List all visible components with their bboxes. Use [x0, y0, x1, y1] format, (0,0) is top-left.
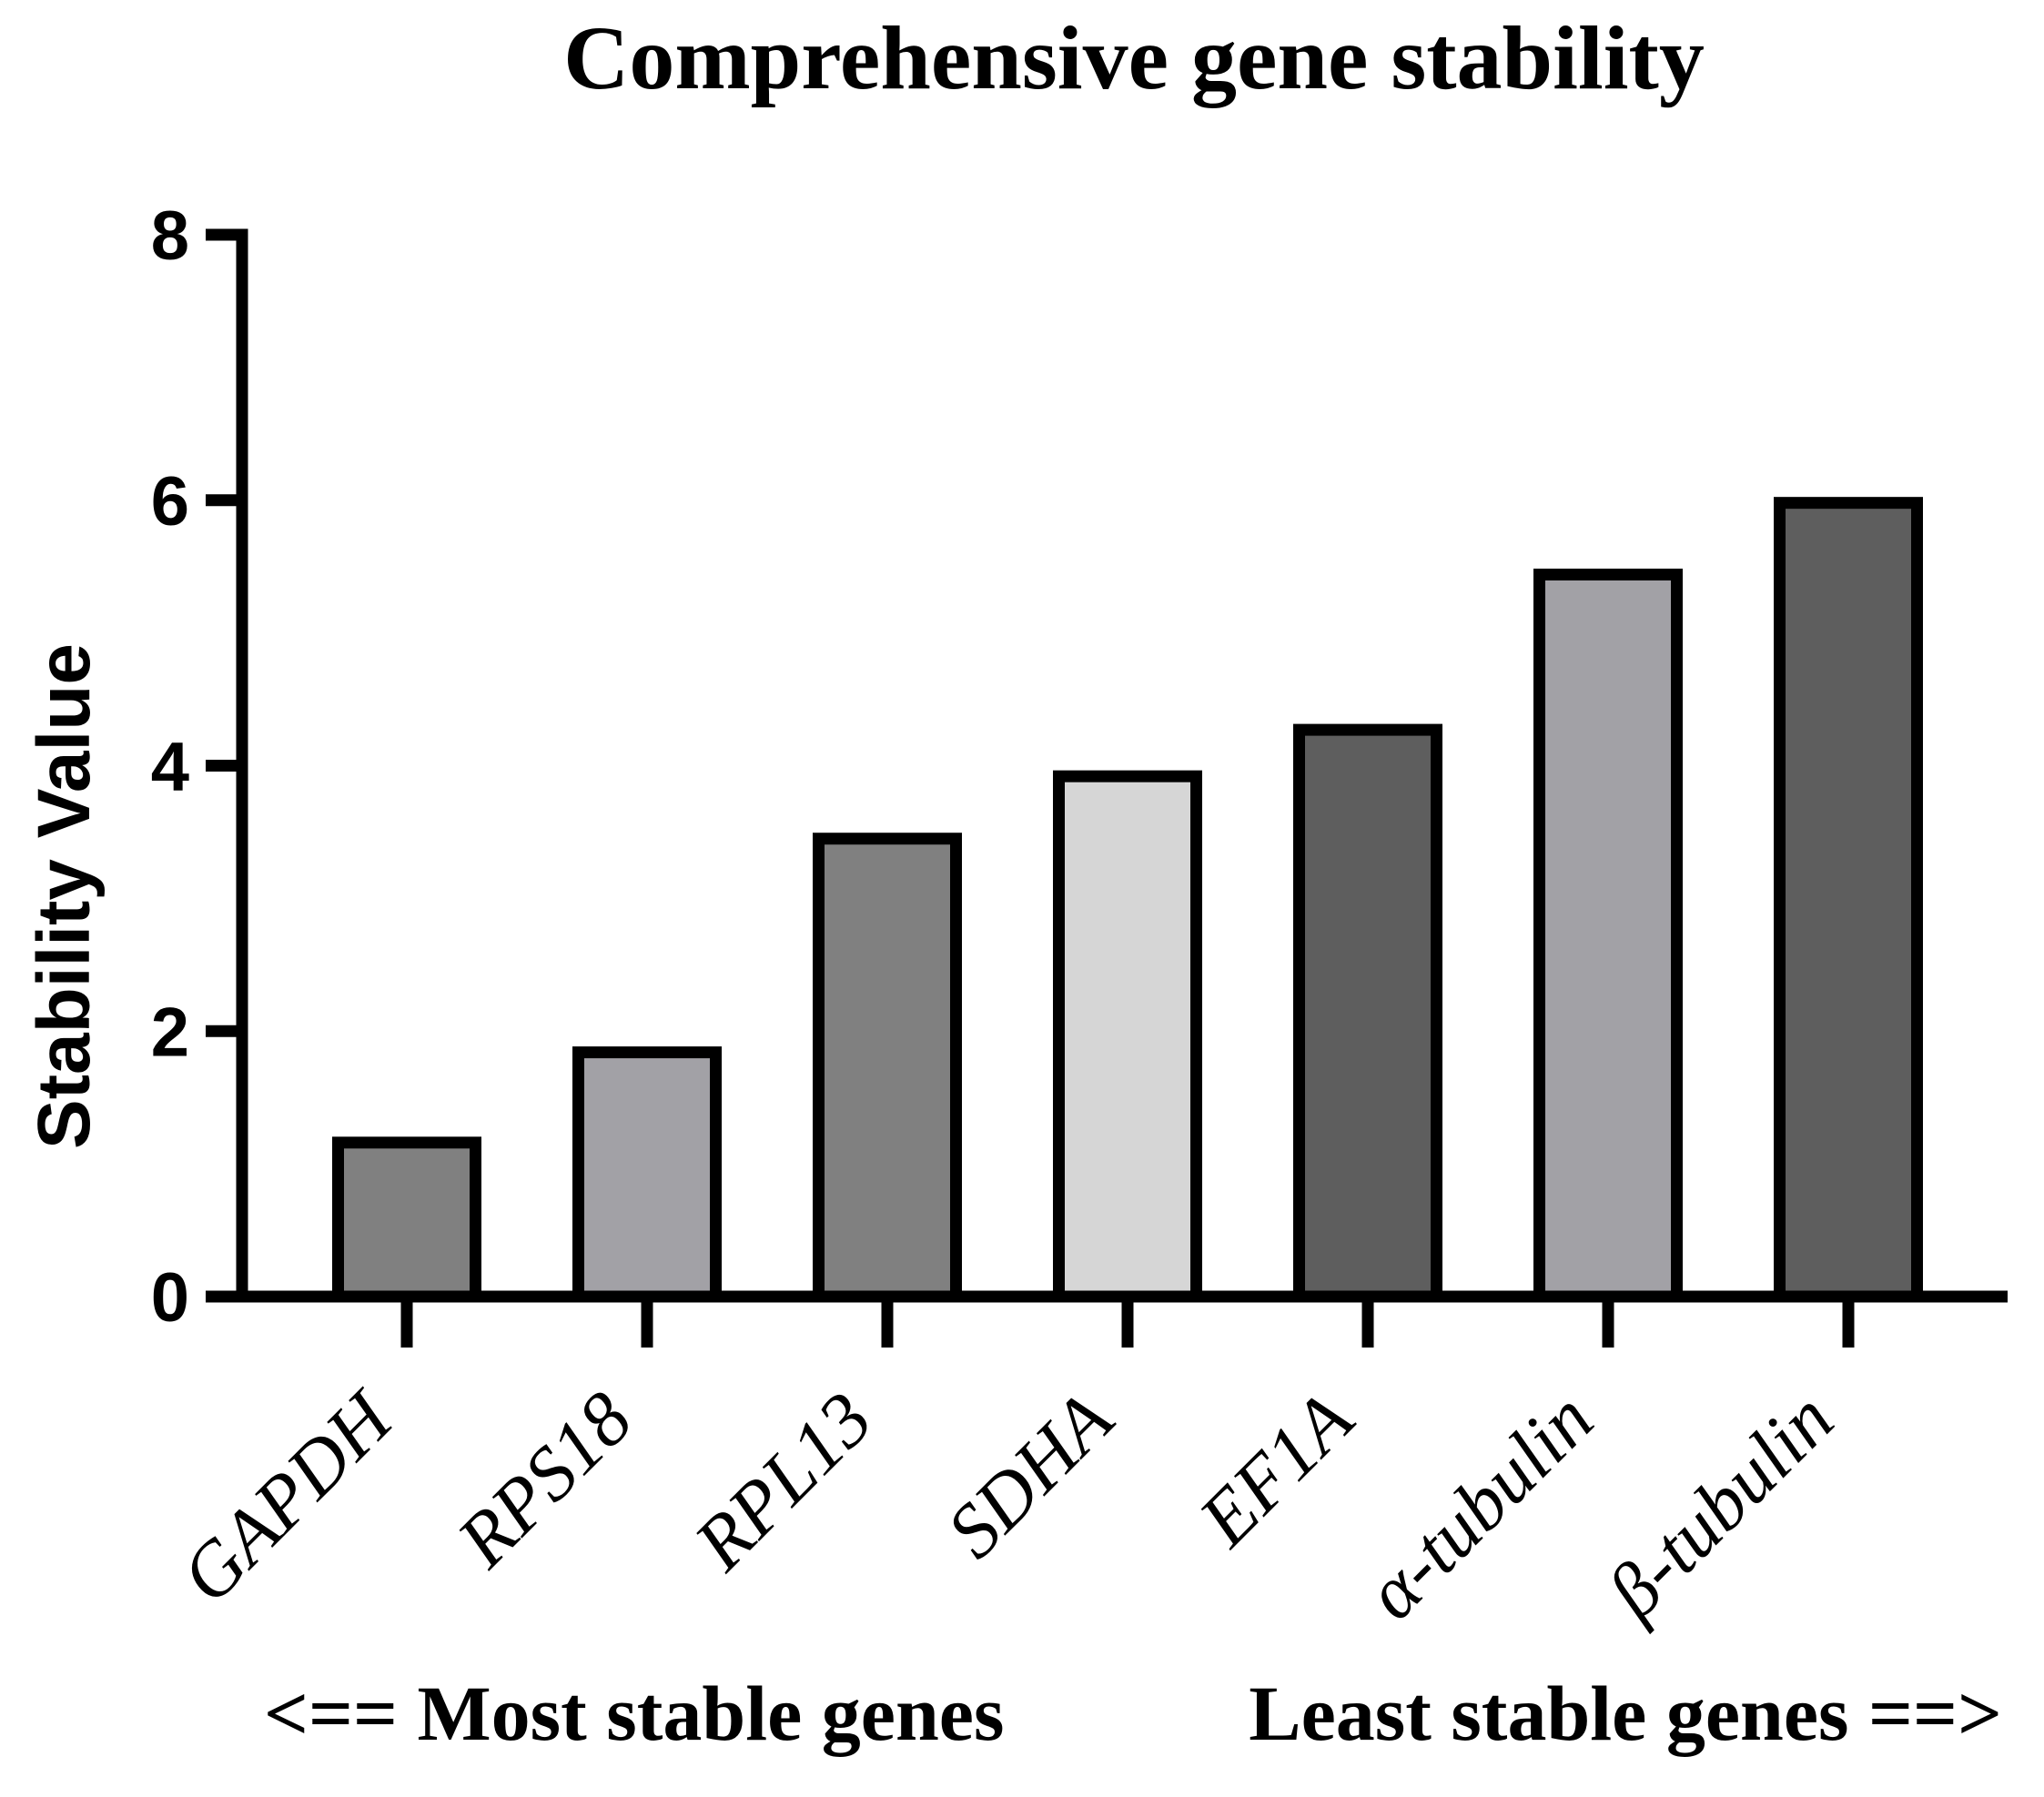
axes-group [206, 228, 2008, 1348]
bar-tubulin [1774, 497, 1923, 1303]
y-axis-label: Stability Value [23, 643, 106, 1149]
category-label-rpl13: RPL13 [678, 1377, 888, 1587]
y-tick-label-6: 6 [151, 463, 189, 540]
bar-sdha [1053, 770, 1202, 1303]
category-label-tubulin: α-tubulin [1350, 1377, 1609, 1636]
category-label-rps18: RPS18 [440, 1377, 648, 1584]
category-label-tubulin: β-tubulin [1591, 1377, 1850, 1636]
chart-title: Comprehensive gene stability [563, 7, 1705, 108]
bar-ef1a [1293, 723, 1442, 1303]
bar-tubulin [1533, 568, 1683, 1303]
category-label-ef1a: EF1A [1182, 1376, 1370, 1563]
annotation-most-stable: <== Most stable genes [264, 1670, 1004, 1757]
bar-rps18 [572, 1046, 722, 1303]
y-tick-label-8: 8 [151, 197, 189, 275]
y-tick-label-0: 0 [151, 1259, 189, 1337]
bar-gapdh [332, 1136, 481, 1303]
y-tick-label-2: 2 [151, 994, 189, 1071]
y-tick-label-4: 4 [151, 729, 189, 806]
bars-group [332, 497, 1923, 1303]
category-label-gapdh: GAPDH [165, 1374, 410, 1620]
bar-rpl13 [813, 833, 962, 1303]
annotation-least-stable: Least stable genes ==> [1249, 1670, 2002, 1757]
category-label-sdha: SDHA [931, 1376, 1129, 1574]
